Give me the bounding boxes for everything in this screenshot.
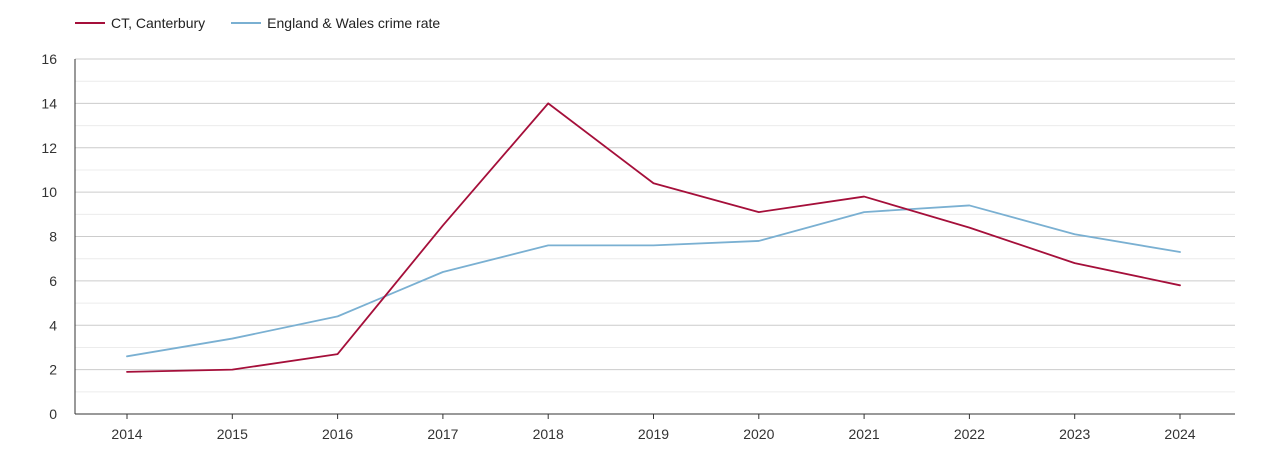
x-tick-label: 2016 [322,426,353,442]
y-tick-label: 4 [49,317,57,333]
y-tick-label: 16 [41,51,57,67]
y-tick-label: 10 [41,184,57,200]
x-tick-label: 2018 [533,426,564,442]
x-tick-label: 2014 [111,426,142,442]
x-tick-label: 2024 [1164,426,1195,442]
y-tick-label: 8 [49,229,57,245]
legend-swatch-england-wales [231,22,261,24]
x-tick-label: 2020 [743,426,774,442]
x-tick-label: 2022 [954,426,985,442]
x-tick-label: 2023 [1059,426,1090,442]
x-tick-label: 2017 [427,426,458,442]
series-line-canterbury [127,103,1180,371]
legend-item-england-wales: England & Wales crime rate [231,15,440,31]
legend-swatch-canterbury [75,22,105,24]
y-tick-label: 0 [49,406,57,422]
y-tick-label: 6 [49,273,57,289]
x-tick-label: 2021 [849,426,880,442]
x-tick-label: 2015 [217,426,248,442]
x-tick-label: 2019 [638,426,669,442]
legend-label-england-wales: England & Wales crime rate [267,15,440,31]
y-tick-label: 14 [41,95,57,111]
legend: CT, Canterbury England & Wales crime rat… [75,15,466,31]
legend-item-canterbury: CT, Canterbury [75,15,205,31]
y-tick-label: 12 [41,140,57,156]
y-tick-label: 2 [49,362,57,378]
legend-label-canterbury: CT, Canterbury [111,15,205,31]
